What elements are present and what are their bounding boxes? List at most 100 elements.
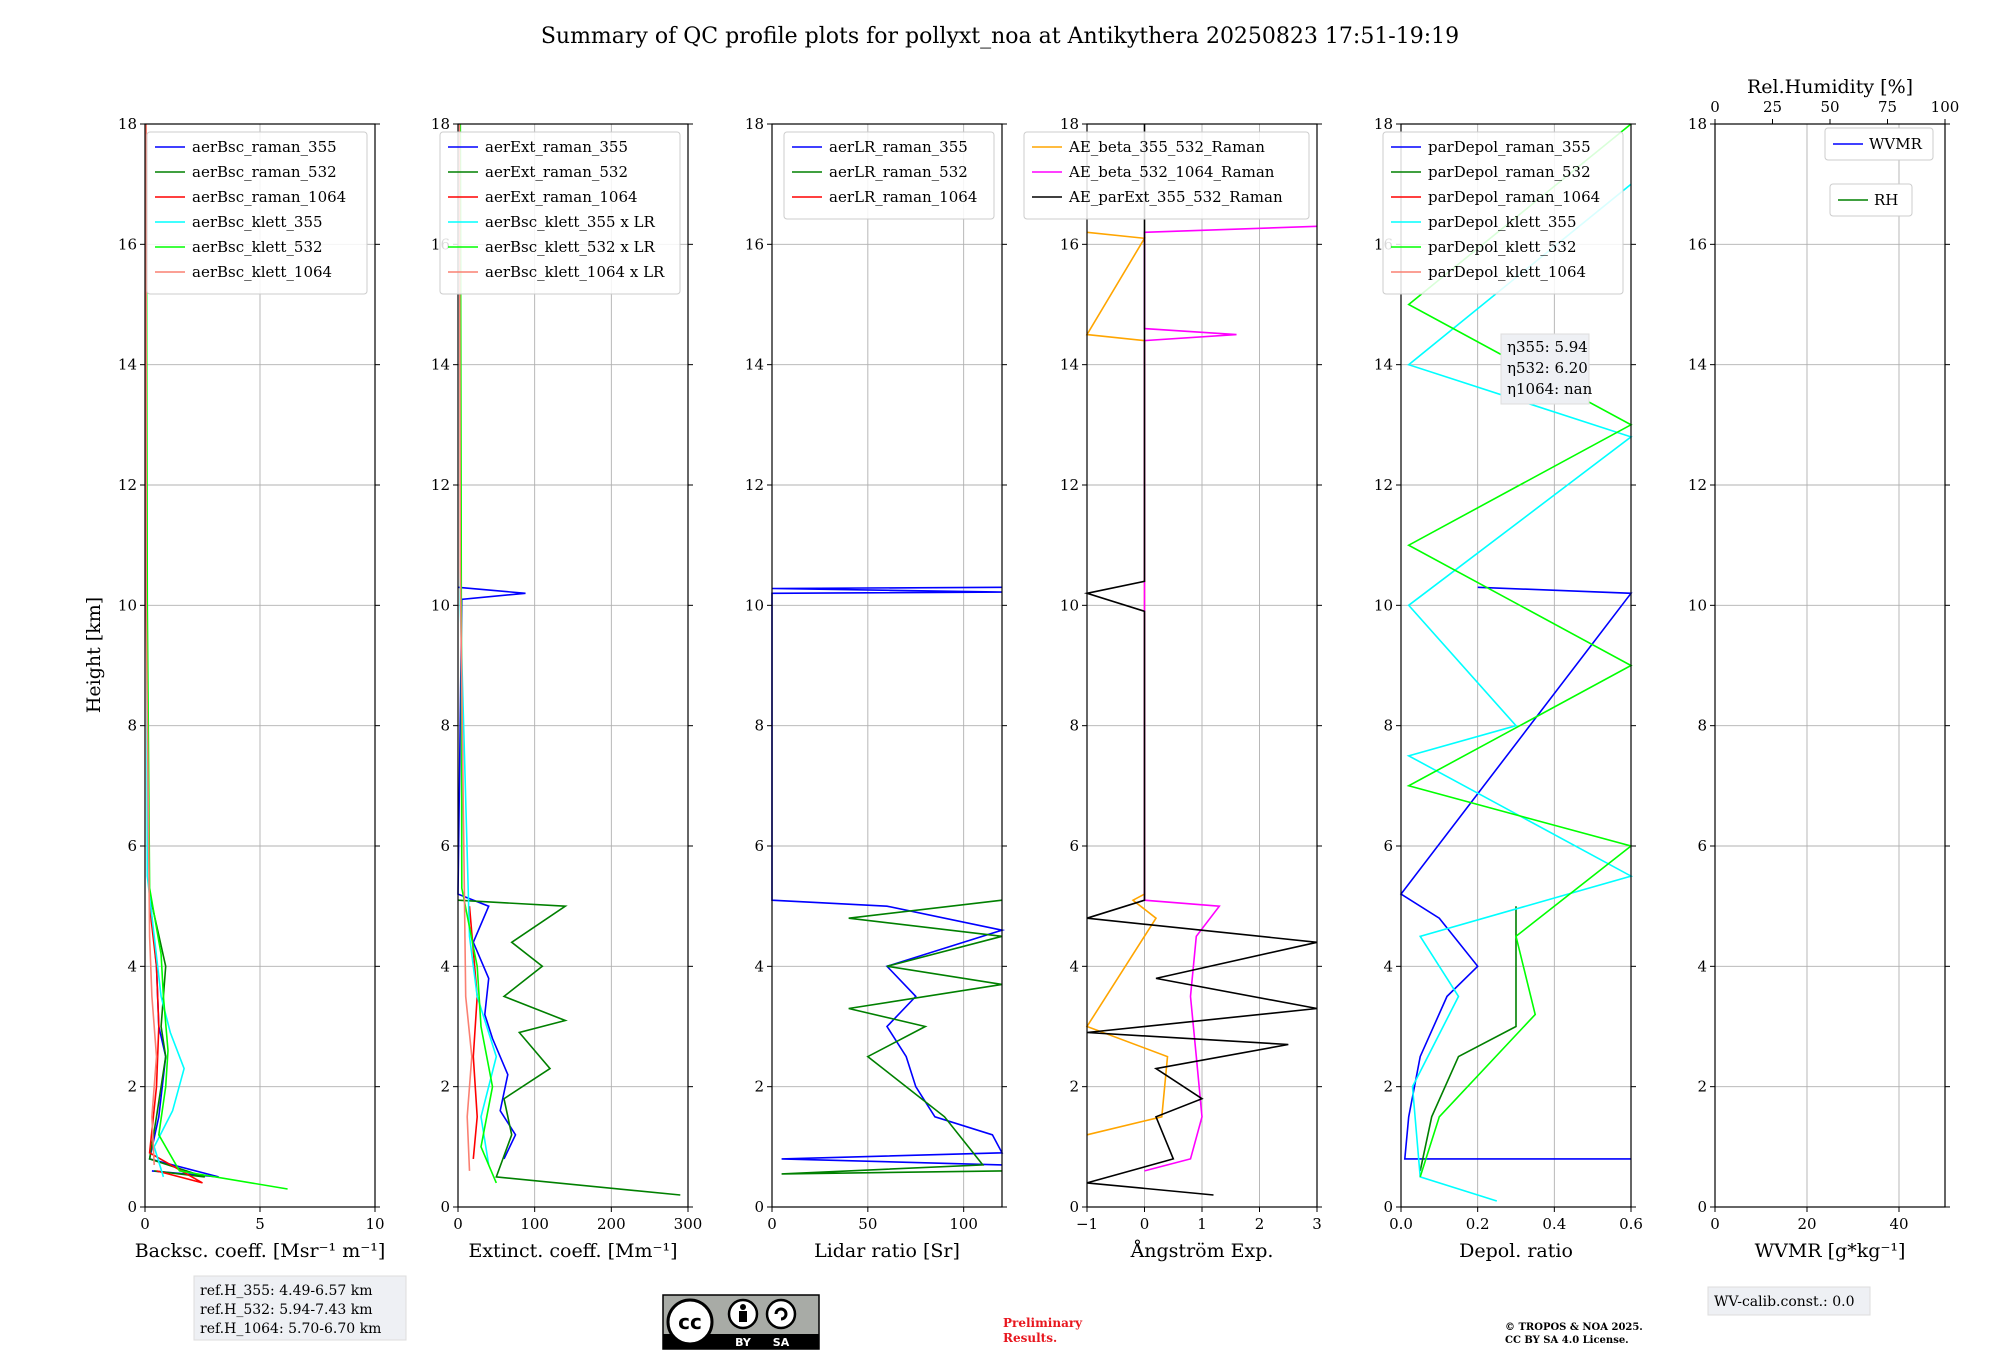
preliminary-results-line1: Preliminary <box>1003 1316 1083 1330</box>
panel-3: 0 2 4 6 8 10 12 14 16 18 0 50 100 Lidar ratio [Sr] aer… <box>745 115 1007 1262</box>
legend: aerExt_raman_355 aerExt_raman_532 aerExt_r… <box>439 131 681 295</box>
y-tick-label: 2 <box>1383 1078 1393 1096</box>
legend-label: aerBsc_raman_532 <box>192 163 337 181</box>
sa-label: SA <box>773 1336 790 1349</box>
legend-box <box>439 131 681 295</box>
y-tick-label: 4 <box>440 957 450 975</box>
y-tick-label: 12 <box>431 476 450 494</box>
legend-label: aerBsc_raman_355 <box>192 138 337 156</box>
series-line-parDepol_raman_355 <box>1399 586 1633 1160</box>
y-tick-label: 14 <box>1374 356 1393 374</box>
y-tick-label: 16 <box>745 235 764 253</box>
y-tick-label: 14 <box>431 356 450 374</box>
top-tick-label: 75 <box>1878 98 1897 116</box>
y-tick-label: 12 <box>1060 476 1079 494</box>
legend-box <box>783 131 995 220</box>
legend-box <box>1382 131 1624 295</box>
y-tick-label: 8 <box>127 717 137 735</box>
y-tick-label: 4 <box>1383 957 1393 975</box>
legend-label: RH <box>1874 191 1898 209</box>
y-tick-label: 8 <box>1069 717 1079 735</box>
axes-frame <box>1400 123 1632 1208</box>
legend-label: aerBsc_klett_355 x LR <box>485 213 656 231</box>
eta-annotation: η532: 6.20 <box>1507 359 1588 377</box>
series-line-aerBsc_raman_1064 <box>148 906 203 1184</box>
copyright-line2: CC BY SA 4.0 License. <box>1505 1335 1629 1346</box>
panel-1: 0 2 4 6 8 10 12 14 16 18 0 5 10 Backsc. coeff. [Msr⁻¹… <box>118 115 385 1262</box>
ref-height-532: ref.H_532: 5.94-7.43 km <box>200 1302 373 1318</box>
series-line-aerBsc_klett_532 x LR <box>459 123 498 1184</box>
legend-label: aerBsc_klett_355 <box>192 213 323 231</box>
x-tick-label: 300 <box>674 1215 703 1233</box>
legend: AE_beta_355_532_Raman AE_beta_532_1064_Ra… <box>1023 131 1310 220</box>
legend-label: parDepol_raman_532 <box>1428 163 1591 181</box>
top-tick-label: 0 <box>1710 98 1720 116</box>
x-axis-label: Depol. ratio <box>1459 1240 1573 1262</box>
y-tick-label: 12 <box>745 476 764 494</box>
legend-label: aerLR_raman_355 <box>829 138 968 156</box>
x-tick-label: 0.6 <box>1619 1215 1643 1233</box>
legend-box <box>146 131 368 295</box>
legend-label: WVMR <box>1869 135 1923 153</box>
legend-label: aerExt_raman_1064 <box>485 188 638 206</box>
legend-box <box>1023 131 1310 220</box>
y-tick-label: 8 <box>440 717 450 735</box>
x-tick-label: 100 <box>949 1215 978 1233</box>
legend: WVMR RH <box>1824 127 1934 217</box>
x-axis-label: Lidar ratio [Sr] <box>814 1240 960 1262</box>
y-tick-label: 18 <box>431 115 450 133</box>
y-tick-label: 6 <box>127 837 137 855</box>
legend-label: parDepol_klett_532 <box>1428 238 1577 256</box>
legend-label: aerLR_raman_532 <box>829 163 968 181</box>
series-line-AE_beta_532_1064_Raman <box>1143 225 1318 1172</box>
wv-calib-box <box>1707 1286 1871 1316</box>
y-tick-label: 2 <box>1697 1078 1707 1096</box>
y-tick-label: 2 <box>754 1078 764 1096</box>
x-tick-label: −1 <box>1076 1215 1098 1233</box>
y-axis-label: Height [km] <box>83 597 105 713</box>
y-tick-label: 14 <box>118 356 137 374</box>
x-tick-label: 20 <box>1797 1215 1816 1233</box>
top-axis-label: Rel.Humidity [%] <box>1747 76 1913 98</box>
legend-label: aerBsc_klett_532 x LR <box>485 238 656 256</box>
y-tick-label: 6 <box>1697 837 1707 855</box>
y-tick-label: 18 <box>118 115 137 133</box>
figure-title: Summary of QC profile plots for pollyxt_… <box>541 24 1459 49</box>
legend-label: parDepol_klett_355 <box>1428 213 1577 231</box>
legend-label: aerBsc_raman_1064 <box>192 188 346 206</box>
legend-box <box>1829 183 1913 217</box>
y-tick-label: 16 <box>1688 235 1707 253</box>
y-tick-label: 0 <box>1383 1198 1393 1216</box>
y-tick-label: 8 <box>754 717 764 735</box>
attenuation-box <box>1500 333 1590 405</box>
x-tick-label: 100 <box>520 1215 549 1233</box>
axes-frame <box>457 123 689 1208</box>
panel-2: 0246810121416180100200300Extinct. coeff.… <box>431 115 702 1262</box>
y-tick-label: 4 <box>754 957 764 975</box>
y-tick-label: 12 <box>118 476 137 494</box>
x-tick-label: 0 <box>140 1215 150 1233</box>
y-tick-label: 4 <box>127 957 137 975</box>
y-tick-label: 0 <box>754 1198 764 1216</box>
eta-annotation: η355: 5.94 <box>1507 338 1588 356</box>
y-tick-label: 10 <box>1374 596 1393 614</box>
y-tick-label: 18 <box>1688 115 1707 133</box>
by-label: BY <box>735 1336 752 1349</box>
y-tick-label: 0 <box>1069 1198 1079 1216</box>
x-tick-label: 5 <box>255 1215 265 1233</box>
y-tick-label: 10 <box>431 596 450 614</box>
legend: aerBsc_raman_355 aerBsc_raman_532 aerBsc_r… <box>146 131 368 295</box>
legend-box <box>1824 127 1934 161</box>
y-tick-label: 18 <box>1374 115 1393 133</box>
y-tick-label: 16 <box>1060 235 1079 253</box>
wv-calib-text: WV-calib.const.: 0.0 <box>1714 1294 1854 1310</box>
top-tick-label: 25 <box>1763 98 1782 116</box>
series-line-aerBsc_klett_1064 <box>145 124 158 1165</box>
y-tick-label: 16 <box>118 235 137 253</box>
x-tick-label: 0 <box>767 1215 777 1233</box>
y-tick-label: 8 <box>1697 717 1707 735</box>
x-tick-label: 1 <box>1197 1215 1207 1233</box>
legend-label: parDepol_raman_355 <box>1428 138 1591 156</box>
legend-label: aerLR_raman_1064 <box>829 188 977 206</box>
